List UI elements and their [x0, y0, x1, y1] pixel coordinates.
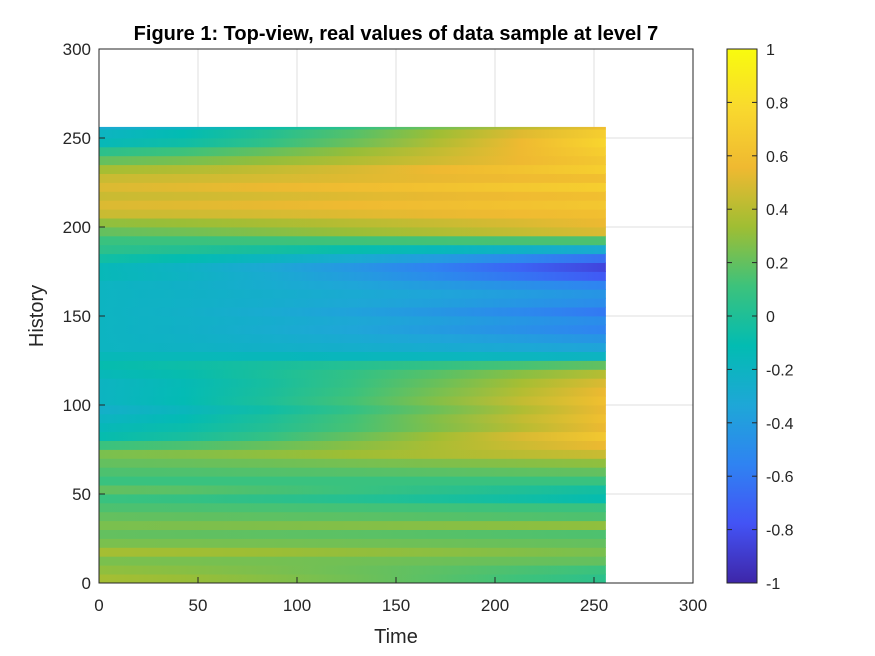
- heatmap-band: [99, 126, 606, 130]
- x-axis-ticks: 0 50 100 150 200 250 300: [94, 577, 707, 615]
- heatmap-band: [99, 431, 606, 441]
- heatmap-band: [99, 511, 606, 522]
- colorbar-tick-label: -0.6: [766, 469, 794, 486]
- heatmap-band: [99, 271, 606, 281]
- y-tick-label: 100: [63, 396, 91, 415]
- heatmap-band: [99, 564, 606, 575]
- y-tick-label: 300: [63, 40, 91, 59]
- colorbar-tick-label: -0.4: [766, 416, 794, 433]
- x-tick-label: 50: [189, 596, 208, 615]
- heatmap-band: [99, 395, 606, 406]
- x-tick-label: 150: [382, 596, 410, 615]
- x-tick-label: 200: [481, 596, 509, 615]
- heatmap-band: [99, 191, 606, 201]
- heatmap-band: [99, 244, 606, 255]
- heatmap-band: [99, 173, 606, 183]
- heatmap-band: [99, 306, 606, 317]
- x-tick-label: 100: [283, 596, 311, 615]
- y-axis-ticks: 0 50 100 150 200 250 300: [63, 40, 105, 593]
- heatmap-band: [99, 573, 606, 583]
- x-tick-label: 250: [580, 596, 608, 615]
- colorbar-tick-label: 1: [766, 42, 775, 59]
- heatmap-band: [99, 297, 606, 308]
- heatmap-band: [99, 440, 606, 450]
- heatmap-band: [99, 475, 606, 486]
- heatmap-band: [99, 538, 606, 548]
- x-axis-label: Time: [374, 626, 418, 648]
- heatmap-band: [99, 466, 606, 477]
- heatmap-band: [99, 369, 606, 379]
- heatmap-band: [99, 377, 606, 388]
- heatmap-band: [99, 324, 606, 335]
- x-tick-label: 0: [94, 596, 103, 615]
- colorbar-tick-label: -0.8: [766, 523, 794, 540]
- heatmap-band: [99, 226, 606, 237]
- colorbar-tick-label: 0.8: [766, 95, 788, 112]
- heatmap-band: [99, 555, 606, 566]
- colorbar-tick-label: -1: [766, 576, 780, 593]
- heatmap-band: [99, 182, 606, 192]
- heatmap-band: [99, 458, 606, 468]
- colorbar-tick-label: 0.4: [766, 202, 788, 219]
- heatmap-band: [99, 342, 606, 352]
- heatmap-band: [99, 315, 606, 326]
- heatmap-band: [99, 128, 606, 139]
- heatmap-band: [99, 502, 606, 513]
- colorbar-tick-label: 0.2: [766, 256, 788, 273]
- heatmap-band: [99, 199, 606, 210]
- heatmap-band: [99, 217, 606, 228]
- heatmap-band: [99, 520, 606, 530]
- heatmap-band: [99, 288, 606, 299]
- chart-title: Figure 1: Top-view, real values of data …: [134, 23, 659, 45]
- heatmap-band: [99, 146, 606, 157]
- heatmap-band: [99, 155, 606, 166]
- heatmap-band: [99, 404, 606, 415]
- heatmap-band: [99, 413, 606, 424]
- heatmap-band: [99, 493, 606, 504]
- heatmap-band: [99, 547, 606, 557]
- y-tick-label: 50: [72, 485, 91, 504]
- heatmap-band: [99, 360, 606, 370]
- heatmap-band: [99, 262, 606, 272]
- y-tick-label: 250: [63, 129, 91, 148]
- heatmap-band: [99, 137, 606, 148]
- colorbar-ticks: -1 -0.8 -0.6 -0.4 -0.2 0 0.2 0.4 0.6 0.8 1: [727, 42, 794, 593]
- heatmap-band: [99, 351, 606, 361]
- colorbar-tick-label: 0: [766, 309, 775, 326]
- y-axis-label: History: [26, 285, 48, 347]
- colorbar-tick-label: 0.6: [766, 149, 788, 166]
- y-tick-label: 200: [63, 218, 91, 237]
- heatmap-band: [99, 529, 606, 539]
- heatmap-band: [99, 253, 606, 263]
- colorbar-tick-label: -0.2: [766, 362, 794, 379]
- heatmap-band: [99, 449, 606, 459]
- heatmap-band: [99, 164, 606, 174]
- heatmap-band: [99, 280, 606, 290]
- heatmap-band: [99, 333, 606, 344]
- heatmap-band: [99, 422, 606, 433]
- heatmap-band: [99, 386, 606, 397]
- y-tick-label: 0: [82, 574, 91, 593]
- x-tick-label: 300: [679, 596, 707, 615]
- heatmap-band: [99, 208, 606, 219]
- heatmap-cells: [99, 126, 606, 583]
- heatmap-band: [99, 484, 606, 495]
- y-tick-label: 150: [63, 307, 91, 326]
- heatmap-band: [99, 235, 606, 246]
